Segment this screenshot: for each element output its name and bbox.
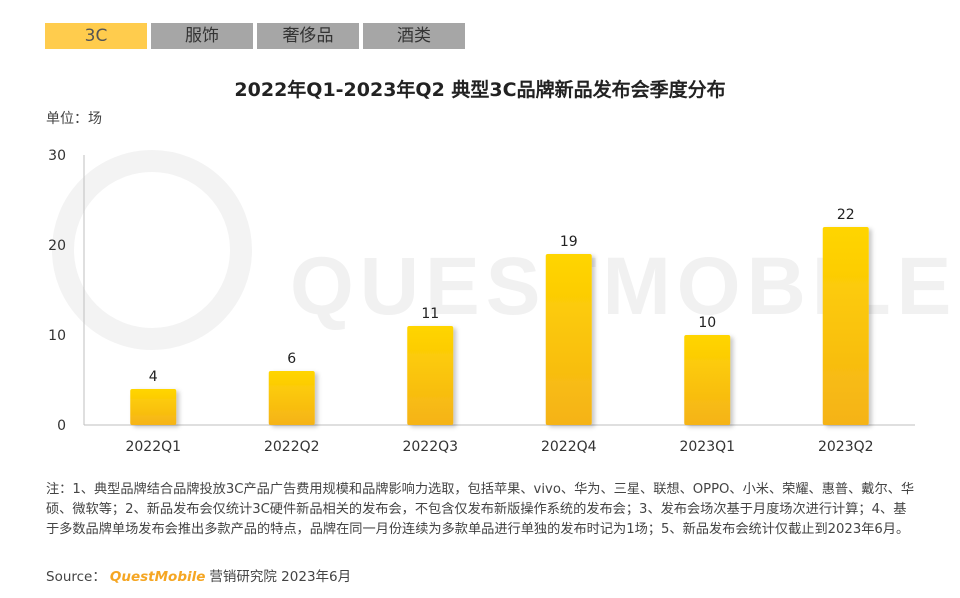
bar-2022Q3 [407,326,454,425]
source-brand: QuestMobile [109,569,206,585]
source-prefix: Source： [46,569,106,585]
y-tick-label: 20 [48,238,66,254]
tab-liquor[interactable]: 酒类 [363,23,465,49]
y-tick-label: 10 [48,328,66,344]
bar-2022Q4 [545,254,592,425]
x-tick-label-2022Q3: 2022Q3 [402,439,458,455]
tab-luxury[interactable]: 奢侈品 [257,23,359,49]
x-tick-label-2022Q4: 2022Q4 [541,439,597,455]
category-tabs: 3C 服饰 奢侈品 酒类 [45,23,465,49]
tab-3c[interactable]: 3C [45,23,147,49]
chart-note: 注：1、典型品牌结合品牌投放3C产品广告费用规模和品牌影响力选取，包括苹果、vi… [46,482,915,537]
chart-axes [83,155,915,426]
unit-label: 单位：场 [46,111,102,127]
data-label-2022Q1: 4 [149,369,158,385]
x-tick-label-2022Q2: 2022Q2 [264,439,320,455]
bar-chart: 4 6 11 19 10 22 2022Q1 2022Q2 2022Q3 2022Q4 2023Q… [48,148,915,455]
source-suffix: 营销研究院 2023年6月 [209,569,352,585]
y-tick-labels: 0 10 20 30 [48,148,66,434]
tab-apparel[interactable]: 服饰 [151,23,253,49]
y-tick-label: 0 [57,418,66,434]
x-tick-label-2022Q1: 2022Q1 [125,439,181,455]
bar-2022Q2 [268,371,315,425]
data-label-2023Q1: 10 [698,315,716,331]
x-tick-label-2023Q1: 2023Q1 [679,439,735,455]
data-labels: 4 6 11 19 10 22 [149,207,855,385]
chart-title: 2022年Q1-2023年Q2 典型3C品牌新品发布会季度分布 [234,79,726,101]
source-line: Source： QuestMobile 营销研究院 2023年6月 [46,565,351,585]
data-label-2022Q3: 11 [421,306,439,322]
bar-2022Q1 [130,389,177,425]
y-tick-label: 30 [48,148,66,164]
data-label-2022Q4: 19 [560,234,578,250]
bar-2023Q2 [822,227,869,425]
x-tick-label-2023Q2: 2023Q2 [818,439,874,455]
bar-2023Q1 [684,335,731,425]
x-tick-labels: 2022Q1 2022Q2 2022Q3 2022Q4 2023Q1 2023Q2 [125,439,873,455]
data-label-2023Q2: 22 [837,207,855,223]
bar-series [130,227,869,425]
data-label-2022Q2: 6 [287,351,296,367]
